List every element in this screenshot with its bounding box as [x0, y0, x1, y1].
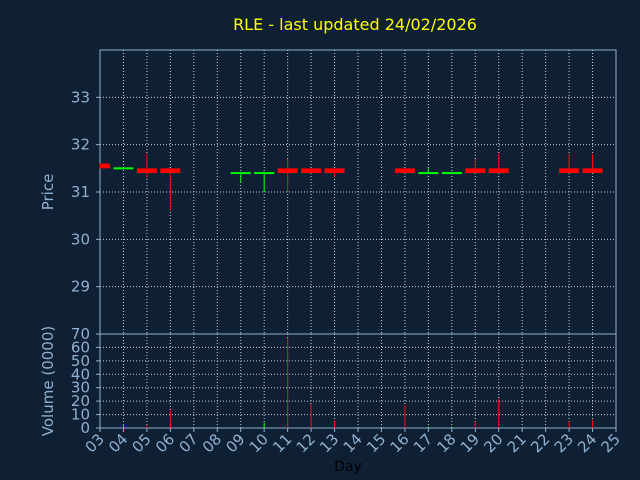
price-tick-label: 30 [71, 230, 90, 248]
x-tick-label: 23 [551, 430, 577, 456]
candles [99, 154, 603, 211]
x-tick-label: 25 [598, 430, 624, 456]
x-tick-label: 17 [410, 430, 436, 456]
x-tick-label: 21 [504, 430, 530, 456]
chart-title: RLE - last updated 24/02/2026 [233, 15, 477, 34]
x-tick-label: 24 [574, 430, 600, 456]
price-tick-label: 33 [71, 88, 90, 106]
candle-body [113, 167, 134, 170]
x-tick-label: 10 [246, 430, 272, 456]
volume-tick-label: 20 [71, 392, 90, 410]
x-tick-label: 05 [129, 430, 155, 456]
x-tick-label: 14 [340, 430, 366, 456]
candle-body [465, 168, 486, 174]
volume-bars [122, 338, 594, 428]
candle-body [559, 168, 580, 174]
volume-tick-label: 0 [80, 419, 90, 437]
candle-body [488, 168, 509, 174]
price-axis-label: Price [39, 174, 57, 211]
x-axis-ticks: 0304050607080910111213141516171819202122… [82, 428, 624, 456]
candle-body [394, 168, 415, 174]
x-tick-label: 13 [316, 430, 342, 456]
volume-tick-label: 40 [71, 365, 90, 383]
candle-body [582, 168, 603, 174]
x-tick-label: 09 [222, 430, 248, 456]
volume-tick-label: 30 [71, 379, 90, 397]
x-tick-label: 22 [527, 430, 553, 456]
x-tick-label: 06 [152, 430, 178, 456]
candle-body [100, 163, 110, 169]
x-axis-label: Day [334, 459, 362, 475]
price-grid [100, 50, 616, 334]
x-tick-label: 16 [387, 430, 413, 456]
volume-grid [100, 334, 616, 428]
volume-tick-label: 50 [71, 352, 90, 370]
candle-body [277, 168, 298, 174]
x-tick-label: 20 [480, 430, 506, 456]
price-axis-ticks: 29 30 31 32 33 [71, 88, 100, 296]
volume-tick-label: 70 [71, 325, 90, 343]
candle-body [254, 172, 275, 175]
candle-body [441, 172, 462, 175]
price-tick-label: 31 [71, 183, 90, 201]
x-tick-label: 19 [457, 430, 483, 456]
x-tick-label: 04 [105, 430, 131, 456]
volume-tick-label: 60 [71, 338, 90, 356]
x-tick-label: 07 [175, 430, 201, 456]
candle-body [136, 168, 157, 174]
candle-body [160, 168, 181, 174]
x-tick-label: 18 [433, 430, 459, 456]
x-tick-label: 12 [293, 430, 319, 456]
x-tick-label: 08 [199, 430, 225, 456]
volume-axis-label: Volume (0000) [39, 326, 57, 436]
candle-body [418, 172, 439, 175]
volume-panel-frame [99, 333, 617, 429]
x-tick-label: 11 [269, 430, 295, 456]
price-tick-label: 32 [71, 136, 90, 154]
candle-body [230, 172, 251, 175]
candle-body [324, 168, 345, 174]
price-tick-label: 29 [71, 278, 90, 296]
x-tick-label: 15 [363, 430, 389, 456]
candle-body [301, 168, 322, 174]
volume-tick-label: 10 [71, 406, 90, 424]
